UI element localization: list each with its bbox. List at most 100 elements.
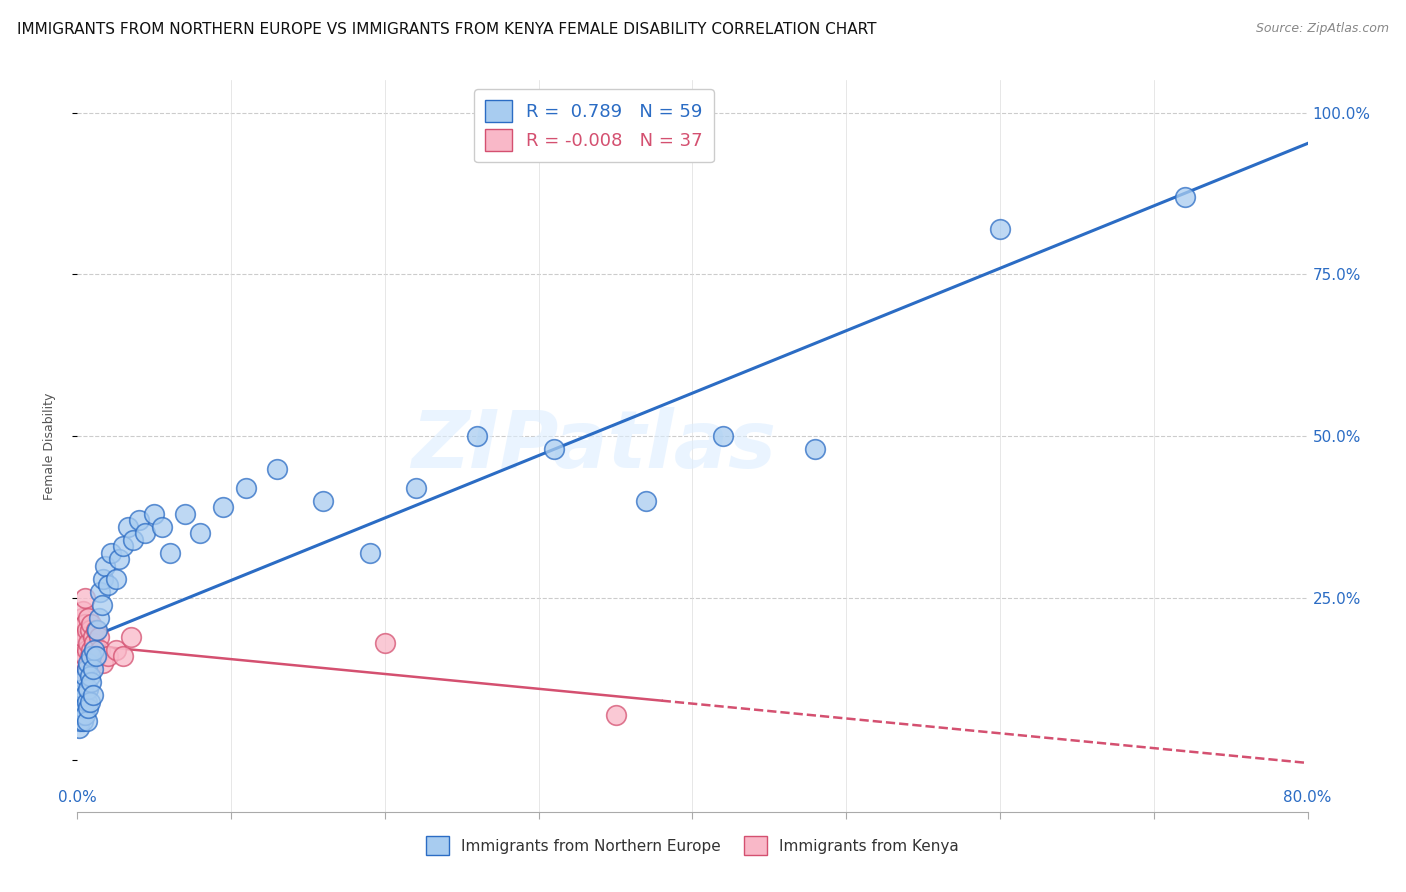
Point bbox=[97, 649, 120, 664]
Point bbox=[605, 707, 627, 722]
Point bbox=[405, 481, 427, 495]
Point bbox=[988, 222, 1011, 236]
Point bbox=[87, 630, 110, 644]
Point bbox=[543, 442, 565, 457]
Point bbox=[80, 617, 103, 632]
Point bbox=[93, 572, 115, 586]
Point bbox=[70, 610, 93, 624]
Point bbox=[82, 656, 104, 670]
Point bbox=[76, 714, 98, 728]
Point bbox=[312, 494, 335, 508]
Point bbox=[89, 643, 111, 657]
Point bbox=[359, 546, 381, 560]
Point bbox=[212, 500, 235, 515]
Point bbox=[90, 598, 114, 612]
Point bbox=[73, 591, 96, 606]
Point bbox=[93, 656, 115, 670]
Point bbox=[143, 507, 166, 521]
Point bbox=[100, 546, 122, 560]
Point bbox=[150, 520, 173, 534]
Point bbox=[112, 649, 135, 664]
Point bbox=[77, 681, 100, 696]
Point bbox=[104, 572, 127, 586]
Point bbox=[465, 429, 488, 443]
Point bbox=[86, 624, 108, 638]
Point bbox=[108, 552, 131, 566]
Point bbox=[77, 701, 100, 715]
Point bbox=[82, 662, 104, 676]
Point bbox=[77, 610, 100, 624]
Point bbox=[73, 707, 96, 722]
Point bbox=[70, 675, 93, 690]
Text: ZIPatlas: ZIPatlas bbox=[412, 407, 776, 485]
Point bbox=[73, 617, 96, 632]
Point bbox=[76, 662, 98, 676]
Point bbox=[76, 662, 98, 676]
Text: 0.0%: 0.0% bbox=[58, 790, 97, 805]
Point bbox=[112, 539, 135, 553]
Point bbox=[70, 695, 93, 709]
Point bbox=[69, 688, 91, 702]
Point bbox=[86, 649, 108, 664]
Point bbox=[72, 701, 94, 715]
Point bbox=[711, 429, 734, 443]
Point bbox=[83, 636, 105, 650]
Point bbox=[69, 649, 91, 664]
Point bbox=[128, 513, 150, 527]
Point bbox=[79, 669, 101, 683]
Point bbox=[120, 630, 142, 644]
Point bbox=[73, 669, 96, 683]
Y-axis label: Female Disability: Female Disability bbox=[44, 392, 56, 500]
Point bbox=[70, 707, 93, 722]
Point bbox=[104, 643, 127, 657]
Point bbox=[69, 675, 91, 690]
Point bbox=[87, 610, 110, 624]
Point bbox=[69, 624, 91, 638]
Legend: Immigrants from Northern Europe, Immigrants from Kenya: Immigrants from Northern Europe, Immigra… bbox=[419, 829, 966, 863]
Point bbox=[235, 481, 257, 495]
Point bbox=[266, 461, 288, 475]
Point bbox=[79, 695, 101, 709]
Point bbox=[82, 630, 104, 644]
Point bbox=[72, 604, 94, 618]
Point bbox=[374, 636, 396, 650]
Point bbox=[76, 643, 98, 657]
Point bbox=[159, 546, 181, 560]
Point bbox=[84, 649, 107, 664]
Point bbox=[83, 643, 105, 657]
Point bbox=[82, 688, 104, 702]
Point bbox=[188, 526, 212, 541]
Point bbox=[70, 656, 93, 670]
Point bbox=[77, 636, 100, 650]
Point bbox=[77, 656, 100, 670]
Point bbox=[67, 688, 90, 702]
Point bbox=[80, 675, 103, 690]
Point bbox=[80, 649, 103, 664]
Point bbox=[79, 649, 101, 664]
Point bbox=[804, 442, 827, 457]
Point bbox=[94, 558, 117, 573]
Point bbox=[72, 630, 94, 644]
Text: 80.0%: 80.0% bbox=[1284, 790, 1331, 805]
Text: IMMIGRANTS FROM NORTHERN EUROPE VS IMMIGRANTS FROM KENYA FEMALE DISABILITY CORRE: IMMIGRANTS FROM NORTHERN EUROPE VS IMMIG… bbox=[17, 22, 876, 37]
Point bbox=[84, 624, 107, 638]
Point bbox=[76, 695, 98, 709]
Point bbox=[70, 636, 93, 650]
Point bbox=[67, 669, 90, 683]
Point bbox=[134, 526, 156, 541]
Point bbox=[69, 714, 91, 728]
Text: Source: ZipAtlas.com: Source: ZipAtlas.com bbox=[1256, 22, 1389, 36]
Point bbox=[72, 681, 94, 696]
Point bbox=[72, 662, 94, 676]
Point bbox=[73, 649, 96, 664]
Point bbox=[636, 494, 658, 508]
Point bbox=[72, 714, 94, 728]
Point bbox=[117, 520, 139, 534]
Point bbox=[121, 533, 143, 547]
Point bbox=[174, 507, 197, 521]
Point bbox=[97, 578, 120, 592]
Point bbox=[1174, 190, 1197, 204]
Point bbox=[79, 624, 101, 638]
Point bbox=[89, 584, 111, 599]
Point bbox=[67, 721, 90, 735]
